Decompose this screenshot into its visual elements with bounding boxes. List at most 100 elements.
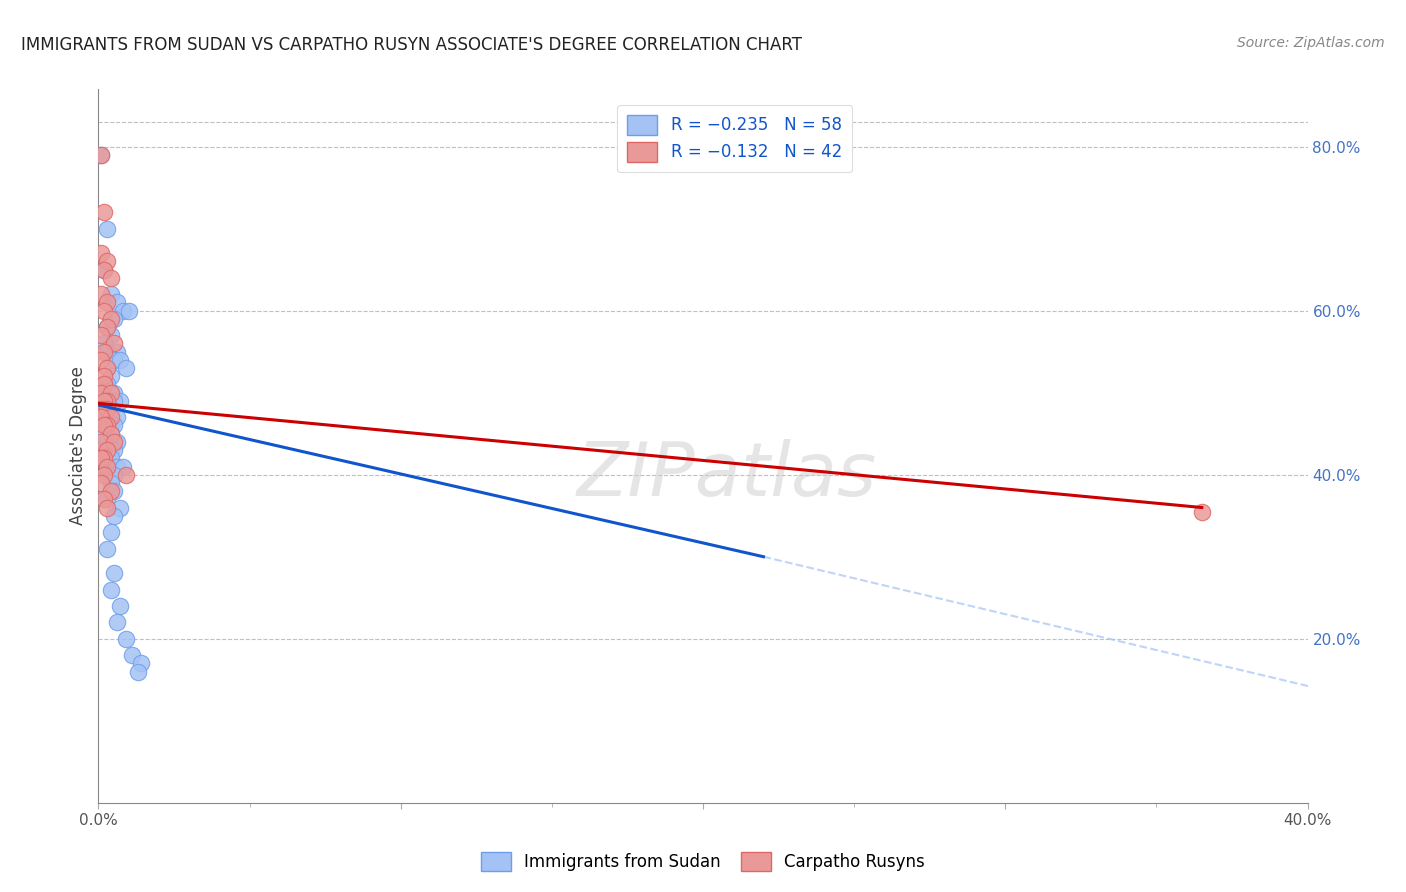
Point <box>111 303 134 318</box>
Point <box>100 484 122 499</box>
Point <box>1191 505 1213 519</box>
Point <box>105 434 128 449</box>
Point <box>100 582 122 597</box>
Point <box>103 393 125 408</box>
Point <box>96 254 118 268</box>
Point <box>93 410 115 425</box>
Point <box>96 451 118 466</box>
Point <box>108 352 131 367</box>
Point <box>96 402 118 417</box>
Point <box>90 352 112 367</box>
Point <box>103 352 125 367</box>
Point <box>100 525 122 540</box>
Point <box>96 320 118 334</box>
Point <box>100 451 122 466</box>
Point <box>90 434 112 449</box>
Point <box>90 402 112 417</box>
Y-axis label: Associate's Degree: Associate's Degree <box>69 367 87 525</box>
Point <box>90 385 112 400</box>
Point <box>127 665 149 679</box>
Point <box>90 148 112 162</box>
Point <box>93 467 115 482</box>
Point <box>103 443 125 458</box>
Point <box>93 262 115 277</box>
Point <box>96 393 118 408</box>
Point <box>100 426 122 441</box>
Point <box>93 377 115 392</box>
Text: Source: ZipAtlas.com: Source: ZipAtlas.com <box>1237 36 1385 50</box>
Point <box>100 287 122 301</box>
Point <box>121 648 143 662</box>
Point <box>93 393 115 408</box>
Point <box>129 657 152 671</box>
Point <box>111 459 134 474</box>
Point <box>93 344 115 359</box>
Point <box>103 467 125 482</box>
Point <box>118 303 141 318</box>
Point <box>105 295 128 310</box>
Legend: Immigrants from Sudan, Carpatho Rusyns: Immigrants from Sudan, Carpatho Rusyns <box>472 843 934 880</box>
Point <box>90 287 112 301</box>
Text: ZIPatlas: ZIPatlas <box>576 439 877 510</box>
Point <box>96 541 118 556</box>
Point <box>90 385 112 400</box>
Point <box>96 221 118 235</box>
Point <box>93 369 115 384</box>
Point <box>105 615 128 630</box>
Point <box>96 361 118 376</box>
Point <box>90 410 112 425</box>
Point <box>100 402 122 417</box>
Point <box>108 393 131 408</box>
Point <box>114 467 136 482</box>
Point <box>96 500 118 515</box>
Point <box>96 434 118 449</box>
Text: IMMIGRANTS FROM SUDAN VS CARPATHO RUSYN ASSOCIATE'S DEGREE CORRELATION CHART: IMMIGRANTS FROM SUDAN VS CARPATHO RUSYN … <box>21 36 801 54</box>
Point <box>96 467 118 482</box>
Point <box>103 385 125 400</box>
Point <box>96 377 118 392</box>
Point <box>103 418 125 433</box>
Point <box>100 369 122 384</box>
Point <box>93 303 115 318</box>
Point <box>114 632 136 646</box>
Point <box>93 205 115 219</box>
Point <box>93 492 115 507</box>
Point <box>96 459 118 474</box>
Point <box>93 377 115 392</box>
Point <box>93 443 115 458</box>
Point <box>100 475 122 490</box>
Point <box>100 270 122 285</box>
Point <box>90 475 112 490</box>
Point <box>96 443 118 458</box>
Point <box>105 410 128 425</box>
Point <box>96 393 118 408</box>
Point <box>90 246 112 260</box>
Point <box>100 426 122 441</box>
Point <box>96 418 118 433</box>
Point <box>108 599 131 613</box>
Point <box>96 344 118 359</box>
Point <box>103 336 125 351</box>
Point <box>105 459 128 474</box>
Point <box>93 426 115 441</box>
Legend: R = −0.235   N = 58, R = −0.132   N = 42: R = −0.235 N = 58, R = −0.132 N = 42 <box>617 104 852 172</box>
Point <box>90 328 112 343</box>
Point <box>100 328 122 343</box>
Point <box>93 262 115 277</box>
Point <box>103 434 125 449</box>
Point <box>90 451 112 466</box>
Point <box>105 344 128 359</box>
Point <box>96 295 118 310</box>
Point <box>93 336 115 351</box>
Point <box>100 311 122 326</box>
Point <box>90 148 112 162</box>
Point <box>93 418 115 433</box>
Point <box>100 418 122 433</box>
Point <box>100 443 122 458</box>
Point <box>103 484 125 499</box>
Point <box>103 508 125 523</box>
Point <box>103 566 125 581</box>
Point <box>96 492 118 507</box>
Point <box>100 410 122 425</box>
Point <box>108 500 131 515</box>
